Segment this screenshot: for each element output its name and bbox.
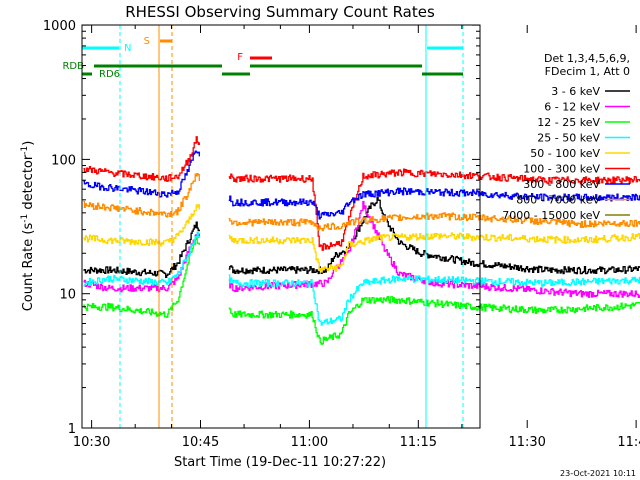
legend-label: 800 - 7000 keV [516, 194, 600, 207]
legend-label: 300 - 800 keV [523, 178, 600, 191]
series-line-8 [83, 172, 640, 232]
series-line-6 [83, 136, 640, 251]
y-tick-label: 1000 [43, 19, 76, 34]
y-tick-label: 100 [51, 153, 76, 168]
annotation-s: S [144, 36, 150, 47]
plot-frame [81, 24, 481, 429]
annotation-f: F [237, 52, 243, 63]
series-line-7 [83, 150, 640, 220]
legend-label: 50 - 100 keV [530, 147, 600, 160]
x-tick-label: 10:30 [73, 435, 110, 450]
axis-ticks: 10:3010:4511:0011:1511:3011:4512:0011010… [43, 19, 640, 450]
legend-label: 25 - 50 keV [537, 132, 600, 145]
legend: Det 1,3,4,5,6,9,FDecim 1, Att 0 3 - 6 keV… [502, 52, 630, 222]
legend-label: 7000 - 15000 keV [502, 209, 600, 222]
annotation-rdb: RDB [62, 61, 84, 72]
annotation-n: N [124, 43, 131, 54]
x-tick-label: 11:30 [508, 435, 545, 450]
chart-title: RHESSI Observing Summary Count Rates [125, 3, 435, 21]
x-axis-label: Start Time (19-Dec-11 10:27:22) [174, 455, 386, 470]
legend-label: 100 - 300 keV [523, 163, 600, 176]
legend-label: 6 - 12 keV [544, 101, 600, 114]
series-line-1 [83, 196, 640, 279]
legend-header: Det 1,3,4,5,6,9, [544, 52, 630, 65]
series-line-3 [83, 237, 640, 345]
timestamp: 23-Oct-2021 10:11 [560, 469, 636, 478]
annotation-rd6: RD6 [99, 69, 120, 80]
series-line-2 [83, 200, 640, 298]
x-tick-label: 11:15 [400, 435, 437, 450]
plot-area: N S F RDB RD6 [62, 25, 640, 428]
x-tick-label: 10:45 [182, 435, 219, 450]
series-line-4 [83, 231, 640, 326]
series-line-5 [83, 204, 640, 273]
x-tick-label: 11:45 [617, 435, 640, 450]
legend-label: 12 - 25 keV [537, 116, 600, 129]
x-tick-label: 11:00 [291, 435, 328, 450]
y-tick-label: 1 [68, 422, 76, 437]
legend-label: 3 - 6 keV [551, 85, 600, 98]
y-axis-label: Count Rate (s-1 detector-1) [20, 141, 36, 312]
legend-header: FDecim 1, Att 0 [545, 65, 630, 78]
y-tick-label: 10 [59, 288, 76, 303]
